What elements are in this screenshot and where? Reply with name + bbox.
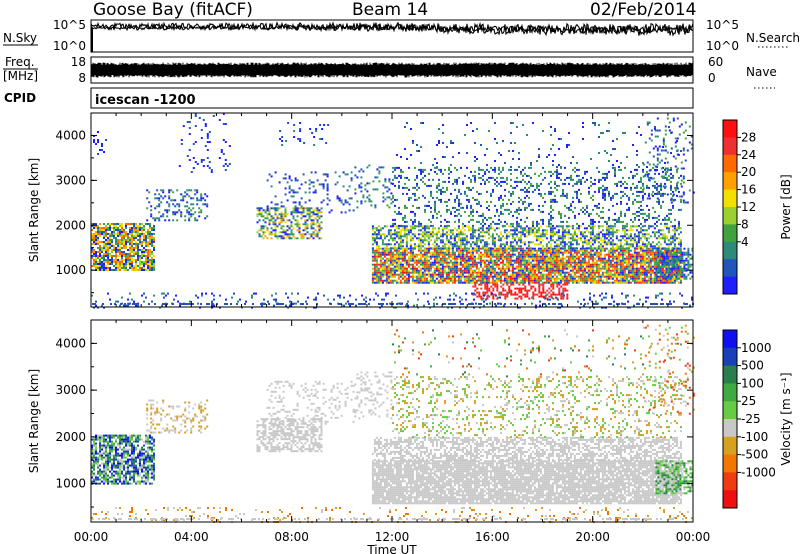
cpid-label: CPID (4, 91, 36, 105)
power-colorbar (722, 119, 738, 295)
velocity-ytick-label: 4000 (55, 336, 86, 350)
nave-label: Nave (746, 65, 777, 79)
power-colorbar-tick-label: 16 (741, 183, 756, 197)
power-heatmap-cells (91, 113, 695, 309)
frequency-panel-frame (90, 56, 694, 84)
xtick-label: 00:00 (74, 530, 109, 544)
velocity-colorbar-tick-label: -100 (741, 430, 768, 444)
xtick-label: 04:00 (174, 530, 209, 544)
power-colorbar-tick-label: 12 (741, 200, 756, 214)
noise-right-tick-top: 10^5 (706, 18, 739, 32)
noise-left-label: N.Sky (3, 31, 37, 45)
velocity-ytick-label: 3000 (55, 383, 86, 397)
freq-label-line2: [MHz] (3, 69, 38, 83)
velocity-colorbar (722, 329, 738, 509)
xtick-label: 12:00 (375, 530, 410, 544)
noise-right-tick-bottom: 10^0 (706, 39, 739, 53)
noise-left-tick-bottom: 10^0 (53, 39, 86, 53)
frequency-band (91, 62, 693, 78)
beam-title: Beam 14 (352, 0, 429, 20)
xtick-label: 16:00 (475, 530, 510, 544)
velocity-ytick-label: 1000 (55, 477, 86, 491)
freq-label-line1: Freq. (5, 55, 35, 69)
velocity-ylabel: Slant Range [km] (27, 369, 41, 473)
date-title: 02/Feb/2014 (590, 0, 697, 20)
velocity-colorbar-tick-label: 1000 (741, 341, 772, 355)
power-colorbar-tick-label: 28 (741, 130, 756, 144)
cpid-panel-frame (90, 87, 694, 109)
velocity-heatmap-cells (91, 324, 695, 523)
xtick-label: 08:00 (274, 530, 309, 544)
search-noise-line (90, 23, 694, 35)
power-panel-frame (90, 112, 694, 308)
noise-right-label: N.Search (746, 31, 800, 45)
power-ytick-label: 4000 (55, 128, 86, 142)
velocity-colorbar-label: Velocity [m s⁻¹] (779, 372, 793, 465)
power-ytick-label: 1000 (55, 263, 86, 277)
cpid-value: icescan -1200 (95, 93, 196, 108)
power-colorbar-tick-label: 24 (741, 148, 756, 162)
velocity-colorbar-tick-label: -25 (741, 412, 761, 426)
xtick-label: 00:00 (676, 530, 711, 544)
velocity-colorbar-tick-label: 500 (741, 359, 764, 373)
power-ytick-label: 3000 (55, 173, 86, 187)
station-title: Goose Bay (fitACF) (93, 0, 253, 20)
velocity-colorbar-tick-label: 25 (741, 394, 756, 408)
noise-left-tick-top: 10^5 (53, 18, 86, 32)
xaxis-label: Time UT (366, 543, 417, 554)
velocity-colorbar-tick-label: 100 (741, 376, 764, 390)
power-ytick-label: 2000 (55, 218, 86, 232)
freq-left-tick-top: 18 (71, 55, 86, 69)
velocity-colorbar-tick-label: -1000 (741, 465, 776, 479)
power-ylabel: Slant Range [km] (27, 158, 41, 262)
freq-right-tick-top: 60 (708, 55, 723, 69)
power-colorbar-tick-label: 8 (741, 217, 749, 231)
freq-right-tick-bottom: 0 (708, 71, 716, 85)
power-colorbar-label: Power [dB] (779, 174, 793, 239)
freq-left-tick-bottom: 8 (78, 71, 86, 85)
xtick-label: 20:00 (575, 530, 610, 544)
velocity-ytick-label: 2000 (55, 430, 86, 444)
power-colorbar-tick-label: 20 (741, 165, 756, 179)
velocity-colorbar-tick-label: -500 (741, 448, 768, 462)
power-colorbar-tick-label: 4 (741, 235, 749, 249)
